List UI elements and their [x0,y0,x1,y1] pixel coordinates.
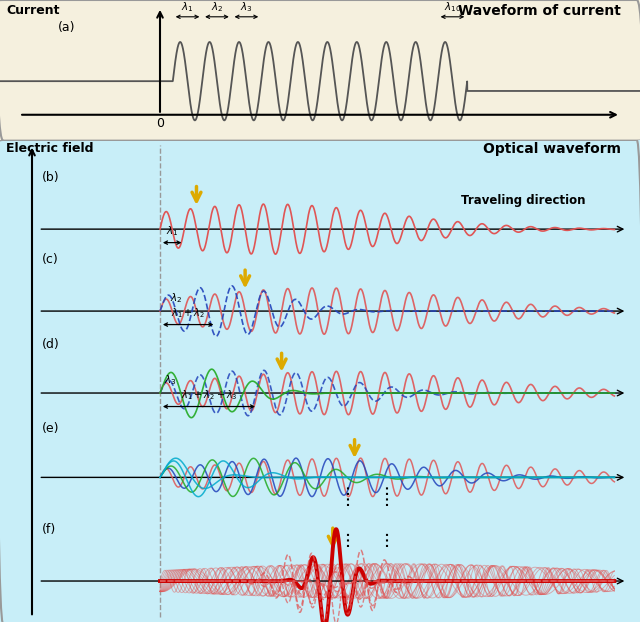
Text: $\lambda_1+\lambda_2+\lambda_3$: $\lambda_1+\lambda_2+\lambda_3$ [180,388,237,402]
Text: (d): (d) [42,338,60,351]
Text: $\lambda_1$: $\lambda_1$ [181,0,194,14]
Text: $\lambda_2$: $\lambda_2$ [211,0,223,14]
Text: (f): (f) [42,523,56,536]
Text: (a): (a) [58,21,75,34]
Text: Optical waveform: Optical waveform [483,142,621,156]
Text: Electric field: Electric field [6,142,94,156]
Text: (c): (c) [42,253,58,266]
Text: 0: 0 [156,117,164,130]
Text: $\lambda_3$: $\lambda_3$ [164,373,177,388]
Text: $\lambda_1+\lambda_2$: $\lambda_1+\lambda_2$ [171,306,205,320]
Text: (b): (b) [42,171,60,184]
Text: $\lambda_{10}$: $\lambda_{10}$ [444,0,461,14]
Text: $\lambda_2$: $\lambda_2$ [170,292,182,305]
Text: Traveling direction: Traveling direction [461,193,586,207]
Text: $\lambda_3$: $\lambda_3$ [240,0,253,14]
Text: $\lambda_1$: $\lambda_1$ [166,224,179,238]
Text: Current: Current [6,4,60,17]
Text: Waveform of current: Waveform of current [458,4,621,18]
Text: (e): (e) [42,422,59,435]
